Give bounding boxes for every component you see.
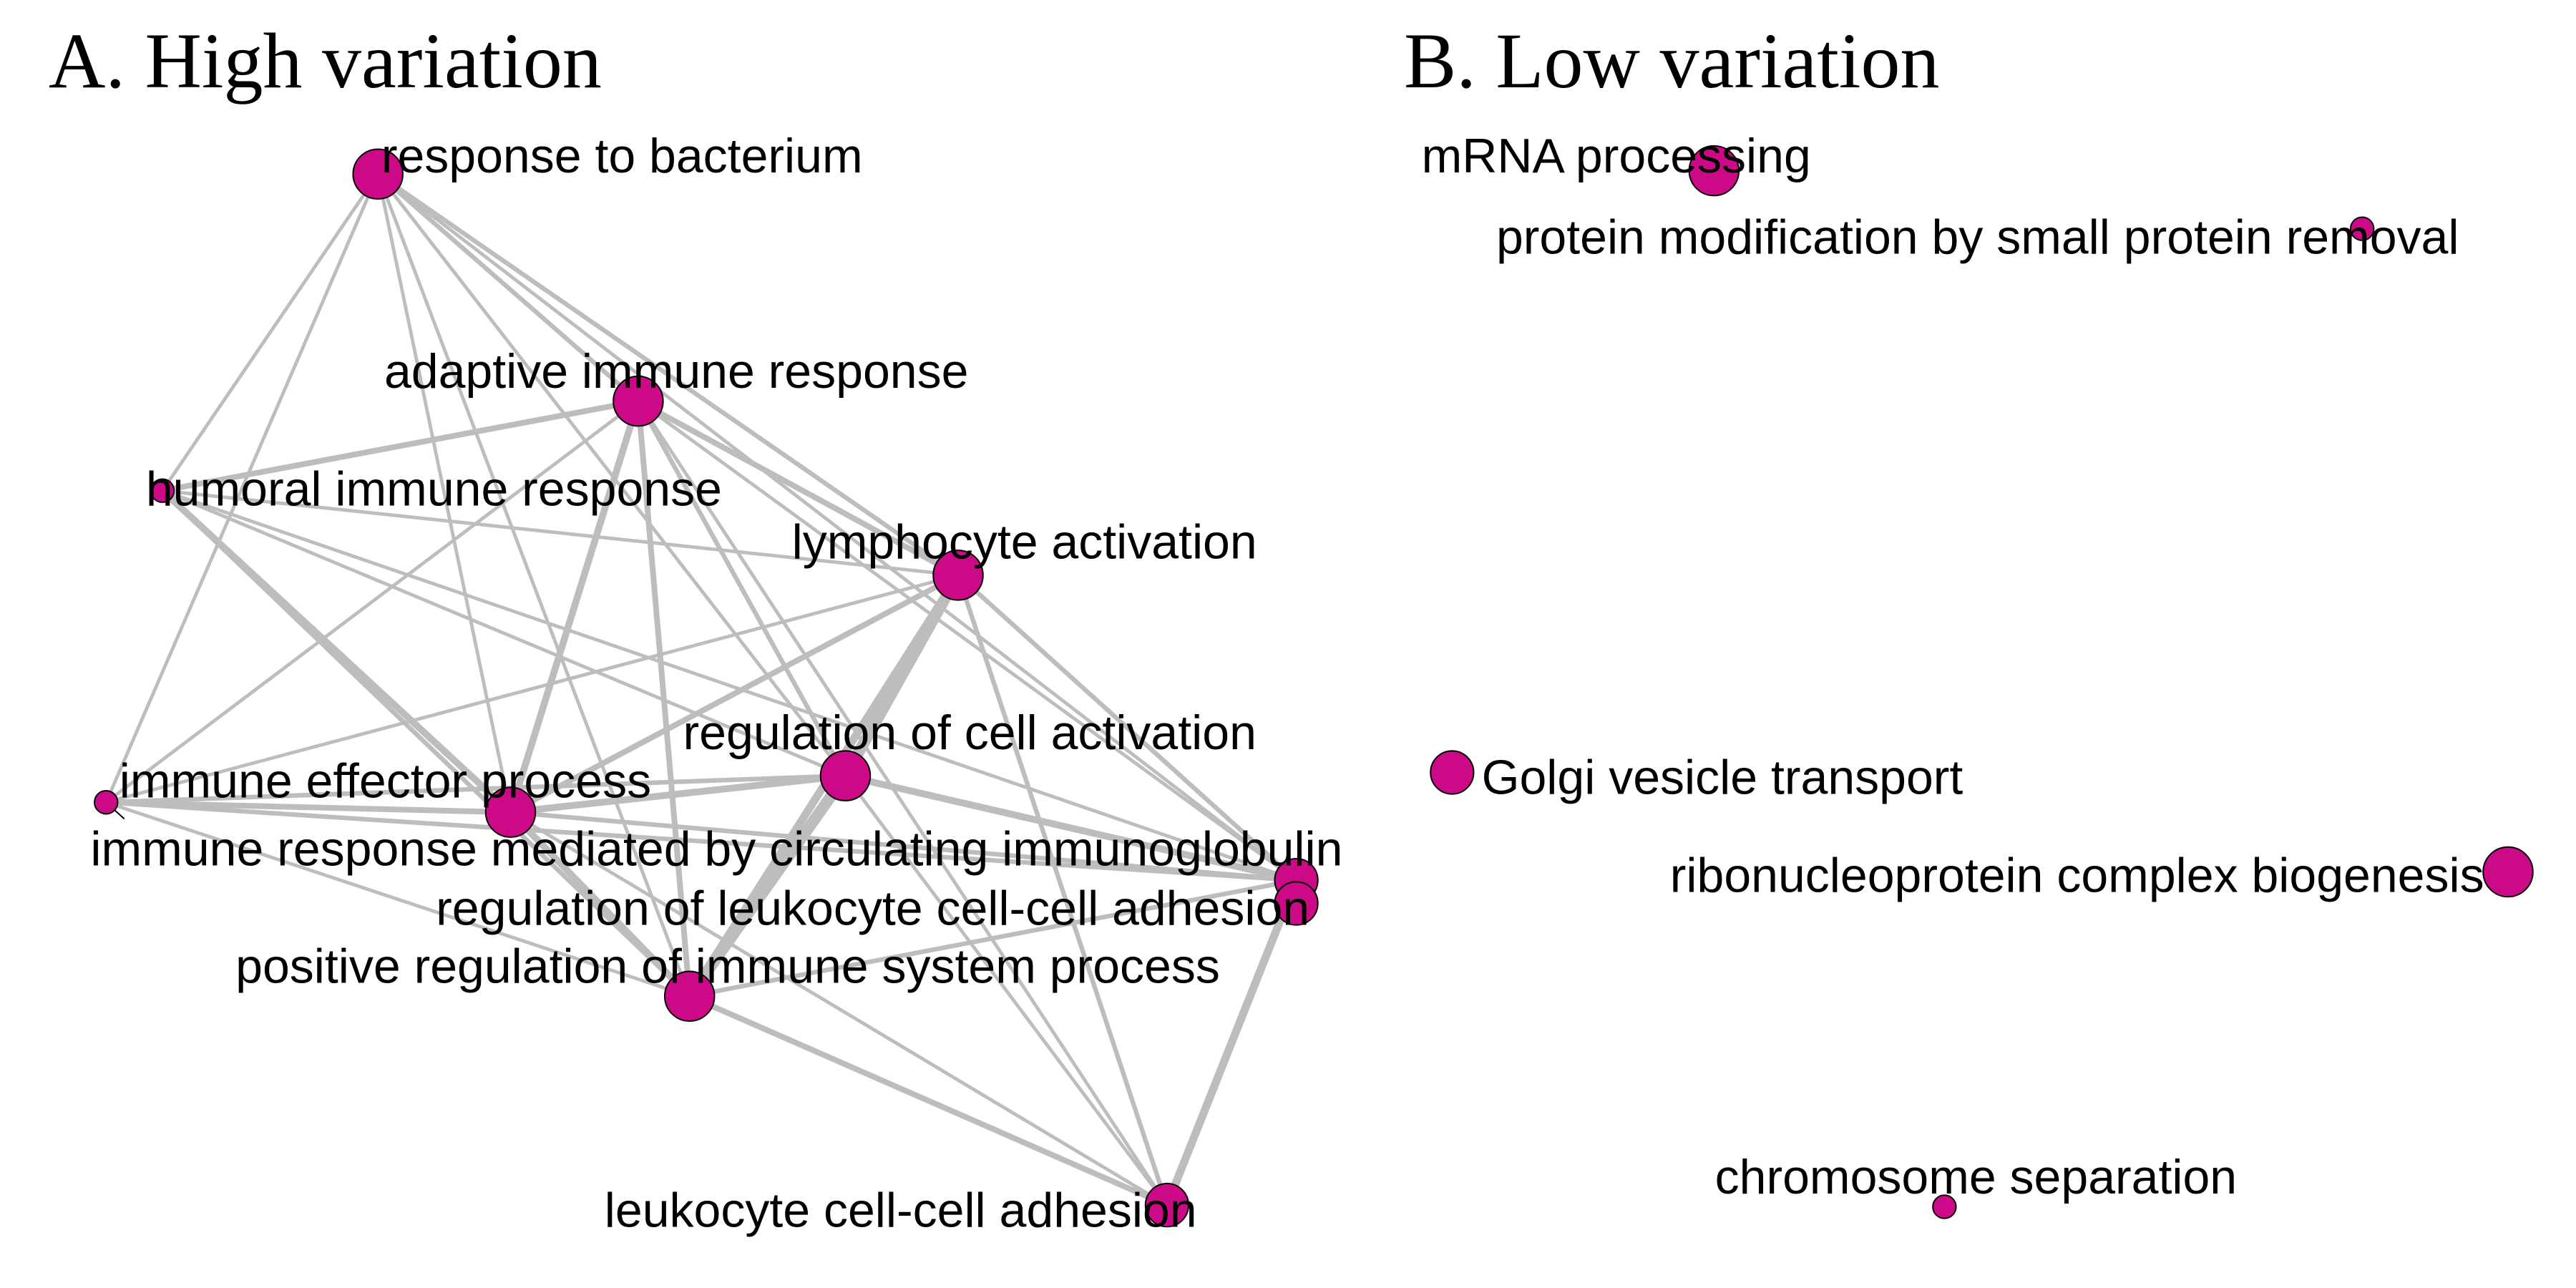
node-label-lca: leukocyte cell-cell adhesion bbox=[605, 1183, 1197, 1237]
node-label-hir: humoral immune response bbox=[146, 462, 722, 517]
edge-hir-rca bbox=[160, 489, 847, 778]
node-iep[interactable] bbox=[94, 790, 119, 815]
panel-a-nodes bbox=[94, 148, 1319, 1228]
edge-la-iep bbox=[104, 573, 960, 804]
edge-rb-hir bbox=[160, 172, 380, 493]
edge-air-iep bbox=[104, 399, 640, 804]
edge-rb-air bbox=[375, 172, 641, 404]
edge-rb-la bbox=[375, 172, 961, 578]
edge-pri-irm bbox=[688, 878, 1298, 998]
edge-la-irm bbox=[955, 572, 1299, 883]
edge-air-irm bbox=[636, 399, 1298, 882]
node-air[interactable] bbox=[613, 375, 664, 427]
edge-rca-pri bbox=[683, 770, 852, 1002]
panel-b-network: mRNA processing protein modification by s… bbox=[1422, 129, 2534, 1219]
panel-a-network: response to bacterium adaptive immune res… bbox=[90, 129, 1342, 1237]
edge-air-ep bbox=[507, 397, 642, 816]
edge-ep-pri bbox=[507, 809, 693, 1000]
panel-b-title: B. Low variation bbox=[1404, 17, 1939, 104]
panel-a-title: A. High variation bbox=[49, 17, 602, 104]
edge-iep-pri bbox=[104, 800, 692, 998]
edge-hir-la bbox=[160, 489, 960, 577]
edge-iep-irm bbox=[104, 800, 1299, 883]
node-label-air: adaptive immune response bbox=[384, 344, 968, 399]
node-pmod[interactable] bbox=[2349, 216, 2375, 241]
node-la[interactable] bbox=[932, 550, 984, 601]
node-label-ribo: ribonucleoprotein complex biogenesis bbox=[1670, 848, 2484, 902]
edge-hir-irm bbox=[160, 489, 1298, 882]
edge-la-lca bbox=[955, 572, 1170, 1208]
edge-pri-lca bbox=[686, 993, 1170, 1209]
node-label-rb: response to bacterium bbox=[381, 129, 863, 183]
edge-rb-iep bbox=[104, 172, 380, 804]
edge-air-la bbox=[635, 398, 961, 578]
node-label-chrom: chromosome separation bbox=[1715, 1150, 2237, 1204]
panel-b-nodes bbox=[1430, 145, 2534, 1219]
node-golgi[interactable] bbox=[1430, 750, 1475, 795]
node-chrom[interactable] bbox=[1932, 1194, 1957, 1219]
node-label-iep: immune effector process bbox=[119, 753, 651, 808]
edge-rca-ep bbox=[507, 772, 849, 816]
edge-rb-irm bbox=[376, 172, 1298, 882]
node-label-pmod: protein modification by small protein re… bbox=[1496, 210, 2459, 264]
edge-air-hir bbox=[160, 398, 641, 494]
panel-b-labels: mRNA processing protein modification by s… bbox=[1422, 129, 2484, 1204]
panel-a-edges bbox=[103, 172, 1301, 1209]
edge-rca-iep bbox=[104, 773, 848, 805]
node-pri[interactable] bbox=[663, 970, 716, 1023]
node-label-mrna: mRNA processing bbox=[1422, 129, 1811, 183]
edge-ep-lca bbox=[509, 810, 1169, 1207]
node-lca[interactable] bbox=[1144, 1183, 1190, 1228]
node-label-golgi: Golgi vesicle transport bbox=[1482, 751, 1963, 805]
node-rlc[interactable] bbox=[1274, 881, 1319, 926]
node-label-rlc: regulation of leukocyte cell-cell adhesi… bbox=[436, 882, 1309, 936]
edge-ep-irm bbox=[508, 809, 1299, 883]
node-ep[interactable] bbox=[484, 786, 537, 838]
panel-a-labels: response to bacterium adaptive immune res… bbox=[90, 129, 1342, 1237]
edge-rb-ep bbox=[376, 172, 512, 814]
edge-iep-ep bbox=[103, 799, 514, 816]
node-label-rca: regulation of cell activation bbox=[683, 706, 1257, 760]
edge-rb-pri bbox=[376, 172, 692, 998]
node-label-la: lymphocyte activation bbox=[792, 515, 1257, 570]
node-hir[interactable] bbox=[150, 478, 175, 503]
edge-irm-lca bbox=[1163, 876, 1301, 1209]
node-rca[interactable] bbox=[819, 750, 872, 801]
node-label-irm: immune response mediated by circulating … bbox=[90, 821, 1342, 876]
edge-la-ep bbox=[507, 572, 961, 816]
edge-rca-irm bbox=[841, 772, 1300, 884]
node-label-pri: positive regulation of immune system pro… bbox=[235, 940, 1220, 994]
edge-hir-pri bbox=[160, 488, 692, 999]
node-ribo[interactable] bbox=[2482, 846, 2534, 898]
edge-air-lca bbox=[636, 399, 1169, 1207]
node-rb[interactable] bbox=[352, 148, 404, 200]
node-mrna[interactable] bbox=[1688, 145, 1740, 197]
